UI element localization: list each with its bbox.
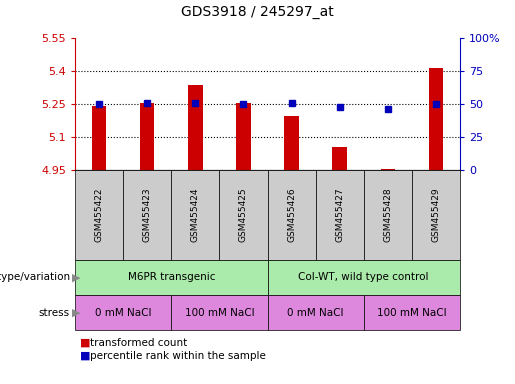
Bar: [236, 103, 251, 170]
Bar: [381, 169, 395, 170]
Text: GSM455428: GSM455428: [383, 188, 392, 242]
Bar: [428, 68, 443, 170]
Text: GDS3918 / 245297_at: GDS3918 / 245297_at: [181, 5, 334, 19]
Text: M6PR transgenic: M6PR transgenic: [128, 273, 215, 283]
Text: GSM455423: GSM455423: [143, 188, 152, 242]
Text: Col-WT, wild type control: Col-WT, wild type control: [299, 273, 429, 283]
Text: 0 mM NaCl: 0 mM NaCl: [287, 308, 344, 318]
Text: GSM455422: GSM455422: [95, 188, 104, 242]
Bar: [188, 85, 202, 170]
Text: GSM455424: GSM455424: [191, 188, 200, 242]
Text: 100 mM NaCl: 100 mM NaCl: [184, 308, 254, 318]
Text: GSM455425: GSM455425: [239, 188, 248, 242]
Bar: [284, 116, 299, 170]
Text: 0 mM NaCl: 0 mM NaCl: [95, 308, 151, 318]
Text: GSM455429: GSM455429: [432, 188, 440, 242]
Text: transformed count: transformed count: [90, 338, 187, 348]
Text: ■: ■: [80, 351, 91, 361]
Text: GSM455427: GSM455427: [335, 188, 344, 242]
Text: ▶: ▶: [72, 273, 80, 283]
Text: GSM455426: GSM455426: [287, 188, 296, 242]
Text: ■: ■: [80, 338, 91, 348]
Text: genotype/variation: genotype/variation: [0, 273, 70, 283]
Text: ▶: ▶: [72, 308, 80, 318]
Text: 100 mM NaCl: 100 mM NaCl: [377, 308, 447, 318]
Text: stress: stress: [39, 308, 70, 318]
Text: percentile rank within the sample: percentile rank within the sample: [90, 351, 266, 361]
Bar: [92, 106, 106, 170]
Bar: [140, 103, 154, 170]
Bar: [333, 147, 347, 170]
